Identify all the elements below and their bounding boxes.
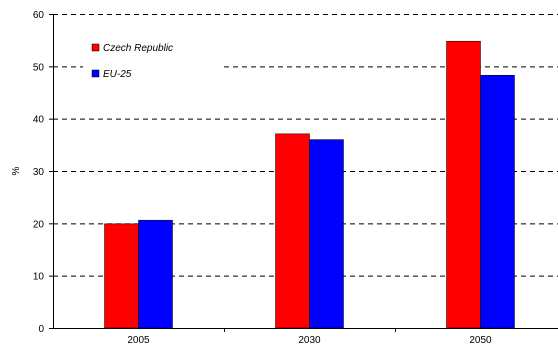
legend-box bbox=[83, 30, 223, 88]
y-tick-label: 20 bbox=[33, 219, 45, 230]
x-ticks: 2005 2030 2050 bbox=[127, 328, 492, 346]
bars bbox=[104, 40, 515, 329]
y-tick-label: 50 bbox=[33, 62, 45, 73]
bar-2050-eu-25 bbox=[480, 74, 515, 329]
legend-swatch bbox=[91, 43, 100, 52]
x-tick-label: 2030 bbox=[298, 335, 321, 346]
legend-label: EU-25 bbox=[103, 69, 132, 80]
axes bbox=[53, 14, 558, 329]
bar-2005-czech-republic bbox=[104, 223, 139, 329]
y-axis-label: % bbox=[11, 166, 22, 175]
bar-2030-czech-republic bbox=[275, 133, 310, 329]
legend-label: Czech Republic bbox=[103, 43, 173, 54]
bar-2050-czech-republic bbox=[446, 40, 481, 329]
y-tick-label: 10 bbox=[33, 272, 45, 283]
bar-2005-eu-25 bbox=[138, 219, 173, 329]
y-tick-label: 0 bbox=[38, 324, 44, 335]
legend-swatch bbox=[91, 69, 100, 78]
x-tick-label: 2050 bbox=[469, 335, 492, 346]
y-tick-label: 40 bbox=[33, 115, 45, 126]
bar-2030-eu-25 bbox=[309, 139, 344, 329]
x-tick-label: 2005 bbox=[127, 335, 150, 346]
y-ticks: 0 10 20 30 40 50 60 bbox=[33, 10, 53, 335]
y-tick-label: 60 bbox=[33, 10, 45, 21]
legend: Czech Republic EU-25 bbox=[83, 30, 223, 88]
y-tick-label: 30 bbox=[33, 167, 45, 178]
